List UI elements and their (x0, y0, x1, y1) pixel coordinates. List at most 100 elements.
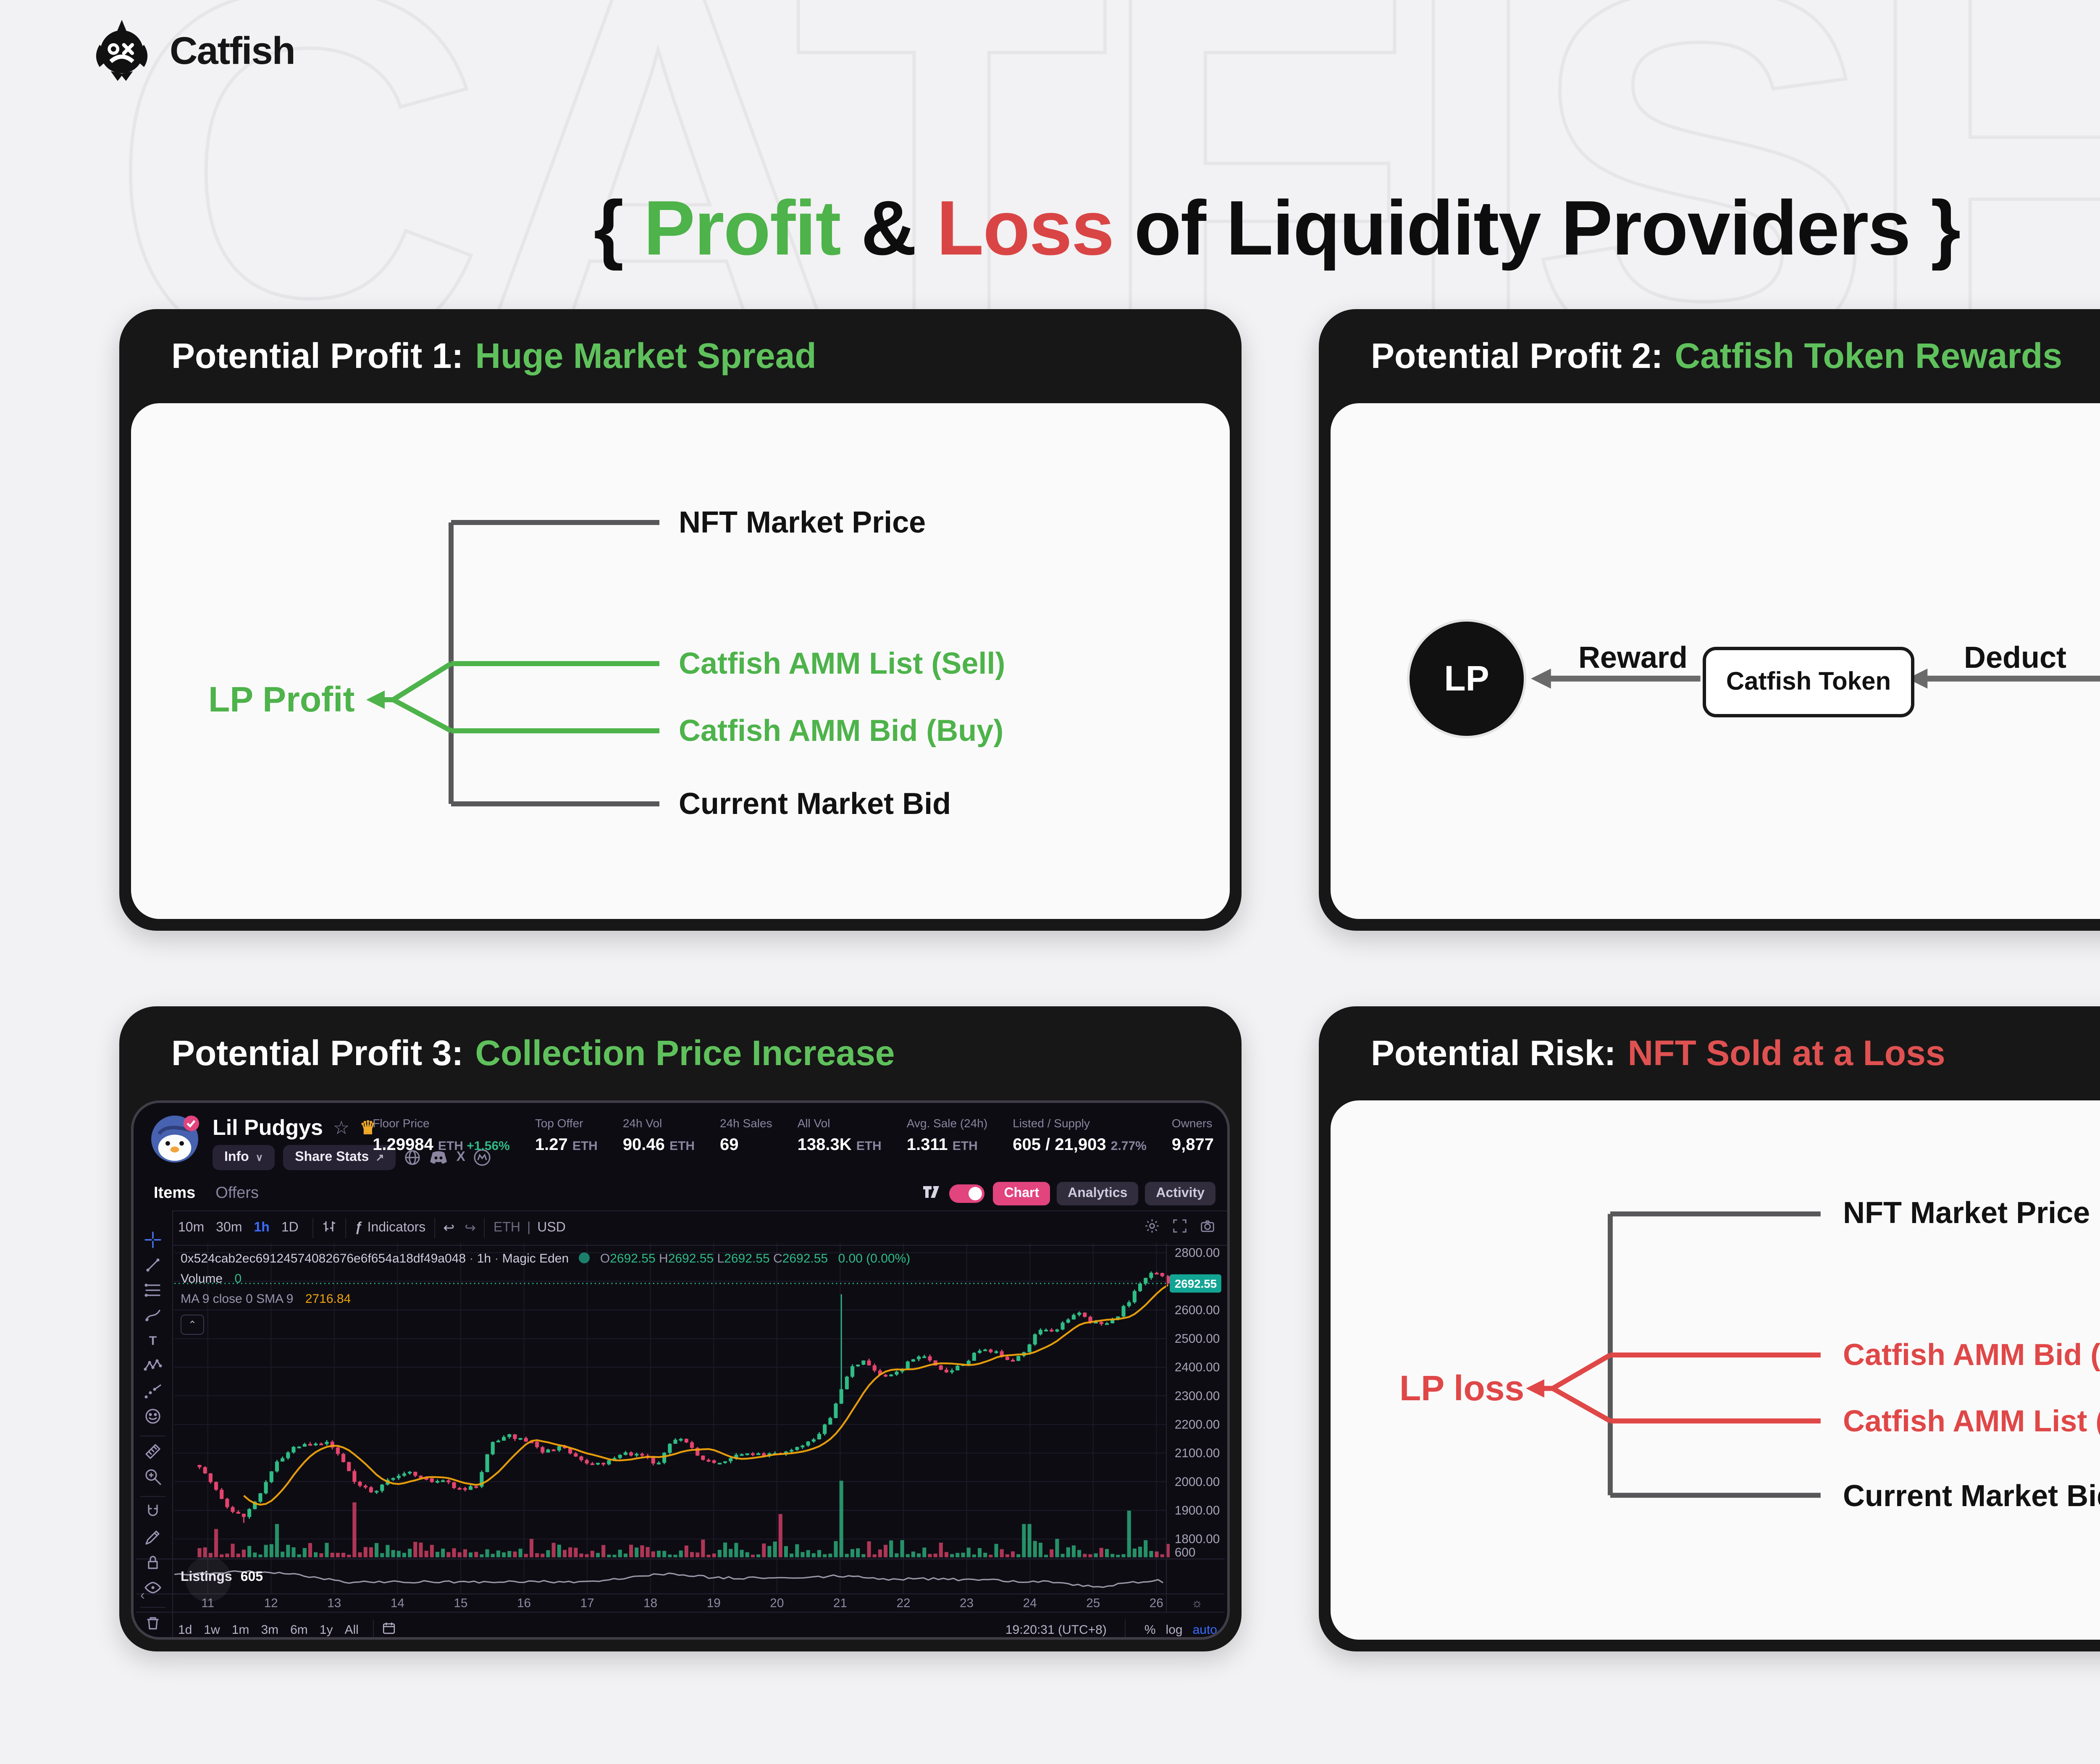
forecast-tool-icon[interactable] (144, 1382, 162, 1400)
timeframe-10m[interactable]: 10m (178, 1221, 205, 1235)
auto-scale-button[interactable]: auto (1192, 1622, 1217, 1637)
text-tool-icon[interactable]: T (144, 1331, 162, 1350)
view-button-analytics[interactable]: Analytics (1057, 1182, 1139, 1205)
panel4-title-accent: NFT Sold at a Loss (1628, 1033, 1945, 1073)
title-profit: Profit (643, 185, 841, 271)
rail-divider (140, 1496, 165, 1497)
magic-eden-chart: 2800.00 2600.00 2500.00 2400.00 2300.00 2200.… (134, 1103, 1227, 1637)
date-tick: 14 (391, 1596, 404, 1610)
ma-value: 2716.84 (305, 1292, 351, 1306)
price-change: 0.00 (0.00%) (838, 1252, 911, 1266)
trendline-tool-icon[interactable] (144, 1256, 162, 1274)
range-all[interactable]: All (344, 1622, 359, 1637)
brand-name: Catfish (170, 29, 296, 72)
redo-icon[interactable]: ↪ (465, 1221, 476, 1236)
log-scale-button[interactable]: log (1166, 1622, 1183, 1637)
zoom-in-tool-icon[interactable] (144, 1467, 162, 1486)
percent-scale-button[interactable]: % (1144, 1622, 1156, 1637)
volume-tick: 600 (1175, 1546, 1196, 1559)
x-twitter-icon[interactable]: X (456, 1150, 465, 1164)
calendar-icon[interactable] (382, 1621, 396, 1637)
brush-tool-icon[interactable] (144, 1306, 162, 1325)
eye-hide-tool-icon[interactable] (144, 1578, 162, 1597)
stat-value: 90.46 ETH (622, 1136, 695, 1154)
stat-unit: ETH (952, 1139, 978, 1153)
share-stats-button[interactable]: Share Stats ↗ (283, 1145, 396, 1170)
timeframe-30m[interactable]: 30m (216, 1221, 242, 1235)
view-button-chart[interactable]: Chart (993, 1182, 1050, 1205)
range-1m[interactable]: 1m (231, 1622, 249, 1637)
info-button-label: Info (224, 1150, 249, 1164)
price-tick: 2200.00 (1175, 1418, 1220, 1431)
marketplace-icon[interactable] (474, 1149, 491, 1166)
crosshair-tool-icon[interactable] (144, 1231, 162, 1249)
magic-eden-dot-icon (579, 1252, 590, 1263)
stat-extra: 2.77% (1110, 1139, 1147, 1153)
currency-usd-button[interactable]: USD (537, 1221, 566, 1235)
timeframe-1h[interactable]: 1h (254, 1221, 270, 1235)
range-1y[interactable]: 1y (319, 1622, 333, 1637)
stat-value: 1.27 ETH (535, 1136, 598, 1154)
undo-icon[interactable]: ↩ (443, 1221, 455, 1236)
ruler-tool-icon[interactable] (144, 1442, 162, 1461)
range-1w[interactable]: 1w (204, 1622, 220, 1637)
timeframe-1D[interactable]: 1D (281, 1221, 299, 1235)
date-tick: 26 (1150, 1596, 1163, 1610)
share-icon: ↗ (375, 1152, 384, 1163)
panel2-title-plain: Potential Profit 2: (1371, 336, 1663, 375)
stat-label: Avg. Sale (24h) (906, 1116, 988, 1130)
panel-potential-risk: Potential Risk: NFT Sold at a Loss NFT Ma… (1319, 1006, 2100, 1651)
label-nft-market-price: NFT Market Price (679, 505, 926, 539)
info-button[interactable]: Info ∨ (213, 1145, 275, 1170)
trash-tool-icon[interactable] (144, 1614, 162, 1632)
panel4-body: NFT Market Price Catfish AMM Bid (Buy) C… (1331, 1100, 2100, 1640)
indicators-button[interactable]: Indicators (367, 1221, 426, 1235)
label-amm-list-sell: Catfish AMM List (Sell) (1843, 1404, 2100, 1438)
collection-avatar (151, 1116, 199, 1163)
collection-buttons: Info ∨ Share Stats ↗ X (213, 1145, 491, 1170)
magnet-tool-icon[interactable] (144, 1503, 162, 1521)
view-button-activity[interactable]: Activity (1145, 1182, 1215, 1205)
date-tick: 25 (1086, 1596, 1100, 1610)
sun-theme-icon[interactable]: ☼ (1192, 1596, 1203, 1610)
fullscreen-icon[interactable] (1172, 1218, 1188, 1238)
xabcd-pattern-tool-icon[interactable] (144, 1357, 162, 1375)
ohlc-val: 2692.55 (782, 1252, 828, 1266)
currency-eth-button[interactable]: ETH (493, 1221, 520, 1235)
star-icon[interactable]: ☆ (333, 1117, 350, 1138)
range-6m[interactable]: 6m (290, 1622, 308, 1637)
tab-items[interactable]: Items (154, 1184, 196, 1202)
chart-settings-group (1144, 1218, 1227, 1238)
settings-gear-icon[interactable] (1144, 1218, 1160, 1238)
view-switcher: Chart Analytics Activity (923, 1177, 1215, 1210)
drawing-tools-rail: T (134, 1210, 173, 1637)
range-1d[interactable]: 1d (178, 1622, 192, 1637)
clock-timezone[interactable]: 19:20:31 (UTC+8) (1005, 1622, 1107, 1637)
panel1-title: Potential Profit 1: Huge Market Spread (171, 309, 816, 403)
brand-header: Catfish (87, 18, 296, 82)
tv-toggle[interactable] (949, 1184, 985, 1203)
chart-toolbar: 10m 30m 1h 1D ƒ Indicators ↩ ↪ ETH | USD (172, 1210, 1227, 1246)
date-tick: 19 (707, 1596, 721, 1610)
title-loss: Loss (936, 185, 1114, 271)
website-globe-icon[interactable] (404, 1149, 421, 1166)
tab-offers[interactable]: Offers (215, 1184, 259, 1202)
pencil-edit-tool-icon[interactable] (144, 1528, 162, 1546)
discord-icon[interactable] (429, 1150, 448, 1165)
range-3m[interactable]: 3m (261, 1622, 279, 1637)
screenshot-camera-icon[interactable] (1200, 1218, 1215, 1238)
date-tick: 23 (960, 1596, 974, 1610)
bar-style-icon[interactable] (322, 1218, 337, 1238)
pane-collapse-icon[interactable]: ‹ (140, 1588, 145, 1603)
legend-collapse-button[interactable]: ⌃ (181, 1315, 204, 1335)
lock-tool-icon[interactable] (144, 1553, 162, 1572)
panel2-title: Potential Profit 2: Catfish Token Rewards (1371, 309, 2062, 403)
emoji-tool-icon[interactable] (144, 1407, 162, 1425)
stat-label: Listed / Supply (1013, 1116, 1090, 1130)
panel3-title: Potential Profit 3: Collection Price Incr… (171, 1006, 895, 1100)
panel-potential-profit-1: Potential Profit 1: Huge Market Spread NF… (119, 309, 1242, 931)
fib-tool-icon[interactable] (144, 1281, 162, 1299)
toolbar-divider (312, 1218, 314, 1238)
panel1-title-accent: Huge Market Spread (475, 336, 816, 375)
